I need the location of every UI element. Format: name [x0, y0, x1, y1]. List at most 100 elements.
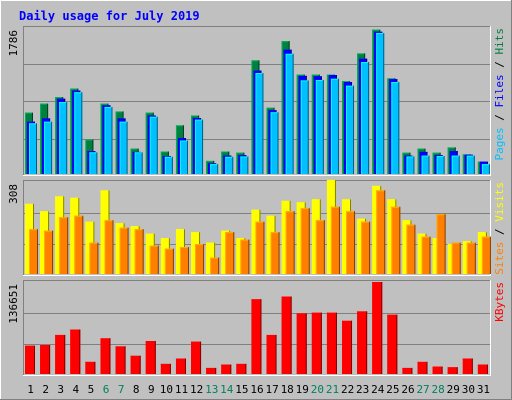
- x-tick-label: 7: [118, 383, 125, 396]
- kbytes-bar: [40, 345, 51, 374]
- kbytes-bar: [100, 338, 111, 374]
- x-tick-label: 12: [190, 383, 203, 396]
- kbytes-bar: [417, 361, 428, 374]
- kbytes-bar: [160, 363, 171, 374]
- x-tick-label: 25: [386, 383, 399, 396]
- pages-bar: [376, 32, 385, 175]
- pages-bar: [330, 78, 339, 174]
- x-tick-label: 1: [27, 383, 34, 396]
- pages-bar: [74, 92, 83, 174]
- sites-bar: [149, 245, 159, 274]
- legend-text: Pages / Files / Hits: [493, 28, 506, 161]
- sites-bar: [225, 232, 235, 274]
- sites-bar: [210, 257, 220, 274]
- kbytes-bar: [296, 313, 307, 374]
- sites-bar: [466, 242, 476, 274]
- pages-bar: [195, 119, 204, 174]
- x-tick-label: 17: [265, 383, 278, 396]
- pages-bar: [285, 53, 294, 174]
- x-tick-label: 13: [205, 383, 218, 396]
- x-tick-label: 2: [42, 383, 49, 396]
- pages-bar: [149, 116, 158, 174]
- x-tick-label: 22: [341, 383, 354, 396]
- sites-bar: [44, 230, 54, 274]
- pages-bar: [451, 155, 460, 174]
- sites-bar: [285, 211, 295, 274]
- x-tick-label: 24: [371, 383, 385, 396]
- kbytes-bar: [432, 366, 443, 374]
- pages-bar: [481, 164, 490, 174]
- legend-visits-sites: Sites / Visits: [493, 182, 506, 275]
- legend-entry: Visits: [493, 182, 506, 222]
- x-tick-label: 21: [326, 383, 339, 396]
- legend-entry: Files: [493, 74, 506, 107]
- pages-bar: [300, 80, 309, 174]
- pages-bar: [391, 82, 400, 174]
- panel-kbytes: 136651 KBytes: [7, 280, 506, 376]
- pages-bar: [240, 156, 249, 174]
- x-tick-label: 8: [133, 383, 140, 396]
- x-tick-label: 30: [462, 383, 475, 396]
- sites-bar: [270, 232, 280, 274]
- kbytes-bar: [145, 341, 156, 374]
- sites-bar: [315, 220, 325, 274]
- panel-visits-sites: 308 Sites / Visits: [7, 179, 506, 276]
- sites-bar: [164, 248, 174, 274]
- chart-title: Daily usage for July 2019: [19, 9, 200, 23]
- kbytes-bar: [387, 314, 398, 374]
- sites-bar: [255, 221, 265, 274]
- kbytes-bar: [311, 312, 322, 374]
- kbytes-bar: [357, 311, 368, 374]
- sites-bar: [481, 236, 491, 274]
- pages-bar: [466, 155, 475, 174]
- pages-bar: [436, 156, 445, 174]
- legend-entry: /: [493, 222, 506, 242]
- pages-bar: [134, 152, 143, 174]
- x-tick-label: 16: [250, 383, 263, 396]
- pages-bar: [164, 156, 173, 174]
- x-tick-label: 23: [356, 383, 369, 396]
- x-tick-label: 6: [103, 383, 110, 396]
- pages-bar: [29, 123, 37, 174]
- kbytes-bar: [115, 346, 126, 374]
- x-tick-label: 20: [311, 383, 324, 396]
- sites-bar: [421, 236, 431, 274]
- legend-kbytes: KBytes: [493, 282, 506, 322]
- kbytes-bar: [175, 358, 186, 374]
- legend-entry: Pages: [493, 127, 506, 160]
- kbytes-bar: [477, 364, 488, 374]
- pages-bar: [59, 102, 68, 174]
- legend-hits-files-pages: Pages / Files / Hits: [493, 28, 506, 161]
- x-tick-label: 15: [235, 383, 248, 396]
- kbytes-bar: [70, 329, 81, 374]
- pages-bar: [210, 164, 219, 174]
- x-tick-label: 4: [73, 383, 80, 396]
- x-tick-label: 3: [57, 383, 64, 396]
- pages-bar: [315, 79, 324, 174]
- y-max-label: 308: [7, 184, 20, 204]
- kbytes-bar: [130, 355, 141, 374]
- x-tick-label: 29: [447, 383, 460, 396]
- x-tick-label: 27: [416, 383, 429, 396]
- x-tick-label: 31: [477, 383, 490, 396]
- kbytes-bar: [372, 282, 383, 374]
- kbytes-bar: [206, 367, 217, 374]
- pages-bar: [406, 156, 415, 174]
- legend-entry: /: [493, 55, 506, 75]
- kbytes-bar: [447, 367, 458, 374]
- sites-bar: [361, 221, 371, 274]
- pages-bar: [346, 85, 355, 174]
- pages-bar: [104, 106, 113, 174]
- sites-bar: [346, 211, 356, 274]
- sites-bar: [451, 242, 461, 274]
- x-tick-label: 11: [175, 383, 188, 396]
- pages-bar: [225, 156, 234, 174]
- kbytes-bar: [221, 364, 232, 374]
- pages-bar: [179, 140, 188, 174]
- sites-bar: [74, 215, 84, 274]
- panel-hits-files-pages: 1786 Pages / Files / Hits: [7, 26, 506, 176]
- x-axis-labels: 1 2 3 4 5 6 7 8 9 10 11 12 13 14 15 16 17 18 19 20 21 22 23 24 2…: [27, 383, 490, 396]
- kbytes-bar: [85, 361, 96, 374]
- kbytes-bar: [281, 296, 292, 374]
